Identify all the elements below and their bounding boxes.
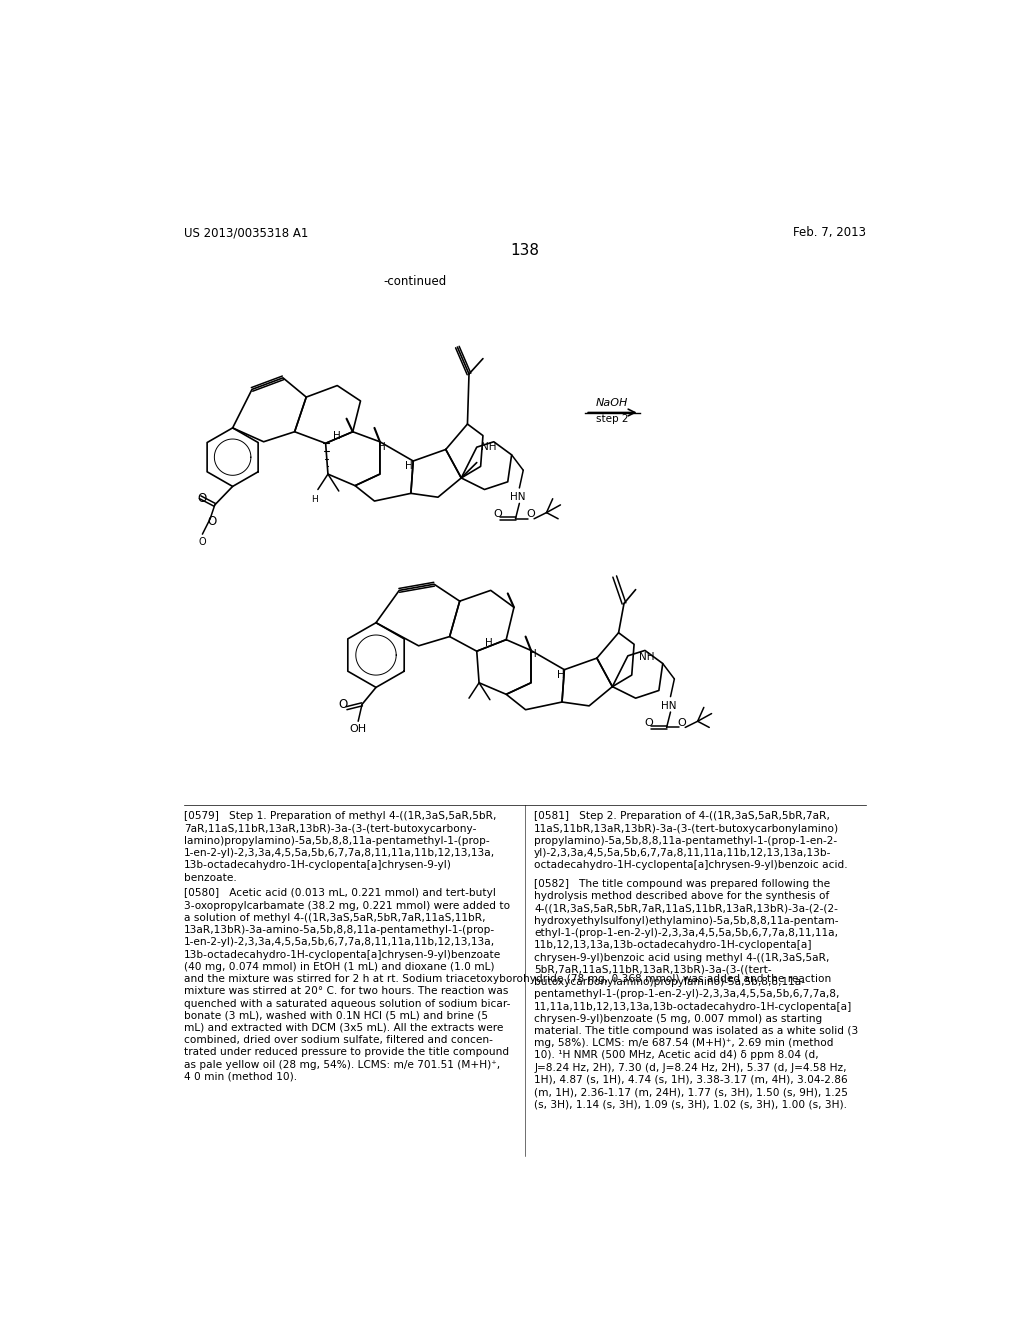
Text: H: H bbox=[484, 639, 493, 648]
Text: [0579]   Step 1. Preparation of methyl 4-((1R,3aS,5aR,5bR,
7aR,11aS,11bR,13aR,13: [0579] Step 1. Preparation of methyl 4-(… bbox=[183, 812, 497, 883]
Text: HN: HN bbox=[510, 492, 525, 502]
Text: H: H bbox=[406, 462, 414, 471]
Text: 138: 138 bbox=[510, 243, 540, 259]
Text: step 2: step 2 bbox=[596, 413, 629, 424]
Text: O: O bbox=[199, 537, 206, 546]
Text: H: H bbox=[378, 442, 386, 453]
Text: O: O bbox=[494, 510, 502, 519]
Text: O: O bbox=[644, 718, 653, 727]
Text: H: H bbox=[529, 648, 538, 659]
Text: O: O bbox=[526, 510, 536, 519]
Text: H: H bbox=[310, 495, 317, 504]
Text: HN: HN bbox=[662, 701, 677, 711]
Text: [0580]   Acetic acid (0.013 mL, 0.221 mmol) and tert-butyl
3-oxopropylcarbamate : [0580] Acetic acid (0.013 mL, 0.221 mmol… bbox=[183, 888, 831, 1082]
Text: OH: OH bbox=[349, 723, 367, 734]
Text: NaOH: NaOH bbox=[596, 399, 629, 408]
Text: H: H bbox=[557, 671, 564, 680]
Text: [0581]   Step 2. Preparation of 4-((1R,3aS,5aR,5bR,7aR,
11aS,11bR,13aR,13bR)-3a-: [0581] Step 2. Preparation of 4-((1R,3aS… bbox=[535, 812, 848, 870]
Text: Feb. 7, 2013: Feb. 7, 2013 bbox=[793, 226, 866, 239]
Text: O: O bbox=[197, 492, 206, 506]
Text: [0582]   The title compound was prepared following the
hydrolysis method describ: [0582] The title compound was prepared f… bbox=[535, 879, 858, 1109]
Text: H: H bbox=[334, 430, 341, 441]
Text: NH: NH bbox=[480, 442, 496, 453]
Text: O: O bbox=[678, 718, 686, 727]
Text: NH: NH bbox=[640, 652, 655, 663]
Text: -continued: -continued bbox=[384, 276, 447, 289]
Text: US 2013/0035318 A1: US 2013/0035318 A1 bbox=[183, 226, 308, 239]
Text: O: O bbox=[338, 698, 347, 711]
Text: O: O bbox=[207, 515, 216, 528]
